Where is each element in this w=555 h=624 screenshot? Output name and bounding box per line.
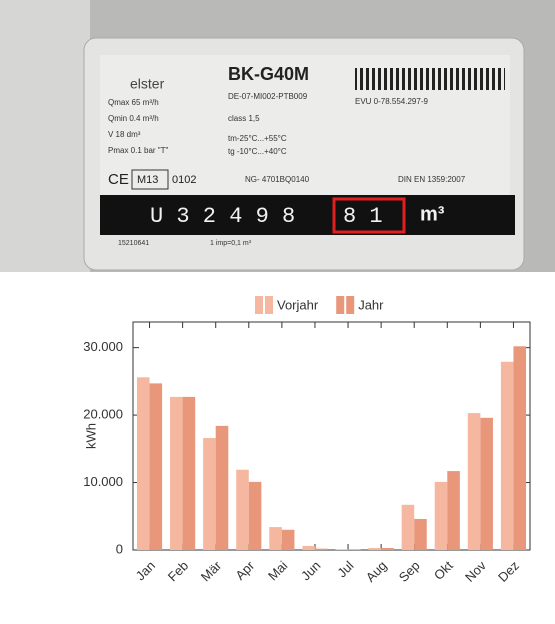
evu: EVU 0-78.554.297-9 [355,97,428,106]
ce: CE [108,171,129,188]
counter-unit: m³ [420,203,445,225]
bar [302,546,315,550]
legend-label: Jahr [358,297,384,312]
bar [335,549,348,550]
spec: Pmax 0.1 bar "T" [108,146,169,155]
spec: class 1,5 [228,114,260,123]
approval: DE-07-MI002-PTB009 [228,92,308,101]
bar [381,548,394,550]
bar [236,470,249,550]
m13: M13 [137,174,158,186]
bar [501,362,514,550]
spec: Qmax 65 m³/h [108,98,159,107]
spec: tg -10°C...+40°C [228,147,287,156]
spec: Qmin 0.4 m³/h [108,114,159,123]
y-tick-label: 30.000 [83,339,123,354]
bar [216,426,229,550]
bar [435,482,448,550]
y-tick-label: 0 [116,541,123,556]
bar [150,383,163,550]
model: BK-G40M [228,64,309,84]
bar [269,527,282,550]
bar [447,471,460,550]
legend-label: Vorjahr [277,297,319,312]
page: elster BK-G40M DE-07-MI002-PTB009 EVU 0-… [0,0,555,619]
bar [402,505,415,550]
counter-decimal: 8 1 [343,204,383,229]
brand: elster [130,76,165,92]
din: DIN EN 1359:2007 [398,175,466,184]
bar [183,397,196,550]
bar [137,377,150,550]
notified-body: 0102 [172,174,196,186]
bar [480,418,493,550]
legend-swatch [255,296,263,314]
legend-swatch [336,296,344,314]
bar [315,549,328,550]
barcode [355,68,505,90]
bar [369,548,382,550]
serial: 15210641 [118,240,149,247]
legend-swatch [346,296,354,314]
y-tick-label: 20.000 [83,407,123,422]
counter-integer: U 3 2 4 9 8 [150,204,295,229]
bar [468,413,481,550]
spec: V 18 dm³ [108,130,141,139]
photo-left [0,0,90,272]
bar [348,549,361,550]
bar [203,438,216,550]
bar [513,346,526,550]
ng: NG- 4701BQ0140 [245,175,310,184]
bar [414,519,427,550]
legend-swatch [265,296,273,314]
bar [282,530,295,550]
impulse: 1 imp=0,1 m³ [210,240,252,247]
spec: tm-25°C...+55°C [228,134,287,143]
y-tick-label: 10.000 [83,474,123,489]
bar [170,397,183,550]
y-axis-label: kWh [83,423,98,449]
bar [249,482,262,550]
